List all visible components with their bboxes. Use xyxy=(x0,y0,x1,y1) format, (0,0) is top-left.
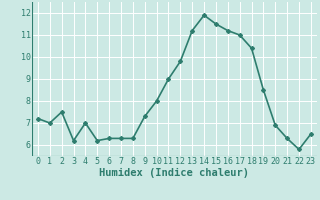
X-axis label: Humidex (Indice chaleur): Humidex (Indice chaleur) xyxy=(100,168,249,178)
